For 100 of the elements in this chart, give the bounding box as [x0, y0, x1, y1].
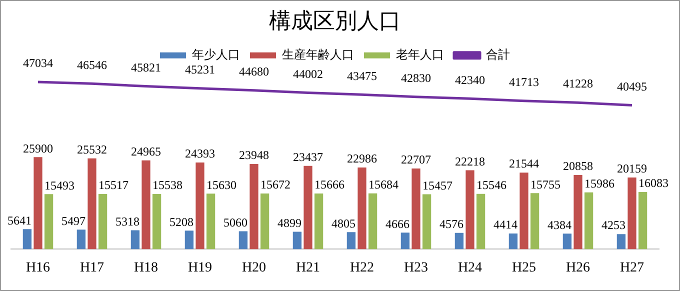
data-label: 15986: [584, 176, 614, 191]
legend-label: 生産年齢人口: [282, 48, 354, 62]
data-label: 4384: [548, 218, 572, 232]
bar: [466, 170, 474, 250]
data-label: 4576: [440, 217, 464, 232]
bar: [142, 160, 150, 250]
bar: [184, 230, 194, 250]
x-tick-label: H19: [188, 260, 212, 276]
bar: [130, 230, 140, 250]
bar: [88, 158, 96, 250]
x-tick-label: H23: [404, 260, 428, 276]
bar: [238, 231, 248, 250]
data-label: 25532: [77, 142, 107, 157]
data-label: 47034: [23, 56, 53, 70]
bar: [98, 194, 108, 250]
data-label: 43475: [347, 68, 377, 83]
data-label: 15538: [152, 178, 182, 192]
data-label: 44002: [293, 66, 323, 81]
data-label: 4414: [494, 218, 518, 232]
data-label: 4253: [602, 218, 626, 232]
bar: [44, 194, 54, 250]
data-label: 40495: [617, 79, 647, 94]
x-tick-label: H24: [458, 260, 482, 276]
x-tick-label: H21: [296, 260, 320, 276]
data-label: 15457: [422, 178, 452, 192]
x-tick-label: H27: [620, 260, 644, 276]
data-label: 42830: [401, 71, 431, 86]
data-label: 4899: [278, 216, 302, 230]
bar: [250, 164, 258, 250]
data-label: 15517: [98, 178, 128, 192]
bar: [476, 194, 486, 250]
bar: [584, 192, 594, 250]
bar: [638, 192, 648, 250]
data-label: 4666: [386, 216, 410, 231]
data-label: 5060: [224, 215, 248, 230]
data-label: 15672: [260, 178, 290, 192]
data-label: 41228: [563, 76, 593, 91]
bar: [616, 234, 626, 250]
data-label: 23437: [293, 150, 323, 164]
bar: [196, 162, 204, 250]
data-label: 23948: [239, 148, 269, 162]
data-label: 5208: [170, 214, 194, 229]
data-label: 42340: [455, 72, 485, 87]
bar: [368, 193, 378, 250]
data-label: 5497: [62, 214, 86, 228]
bar: [400, 232, 410, 250]
data-label: 20858: [563, 159, 593, 174]
data-label: 16083: [638, 176, 668, 190]
x-tick-label: H18: [134, 260, 158, 276]
x-tick-label: H22: [350, 260, 374, 276]
data-label: 24965: [131, 144, 161, 159]
data-label: 5641: [8, 213, 32, 228]
bar: [314, 193, 324, 250]
data-label: 44680: [239, 64, 269, 78]
data-label: 5318: [116, 214, 140, 228]
data-label: 22986: [347, 152, 377, 166]
bar: [574, 175, 582, 250]
bar: [22, 229, 32, 250]
bar: [34, 157, 42, 250]
chart-title: 構成区別人口: [269, 8, 401, 34]
bar: [260, 193, 270, 250]
data-label: 20159: [617, 162, 647, 176]
bar: [412, 168, 420, 250]
bar: [628, 178, 636, 250]
data-label: 45231: [185, 62, 215, 77]
bar: [358, 167, 366, 250]
data-label: 22707: [401, 152, 431, 167]
bar: [206, 194, 216, 250]
data-label: 15755: [530, 177, 560, 192]
bar: [304, 166, 312, 250]
x-tick-label: H20: [242, 260, 266, 276]
bar: [562, 234, 572, 250]
data-label: 22218: [455, 154, 485, 168]
data-label: 15666: [314, 178, 344, 192]
x-tick-label: H26: [566, 260, 590, 276]
data-label: 15684: [368, 178, 398, 192]
bar: [530, 193, 540, 250]
data-label: 24393: [185, 146, 215, 161]
data-label: 41713: [509, 75, 539, 90]
data-label: 21544: [509, 156, 539, 171]
data-label: 15546: [476, 178, 506, 192]
bar: [346, 232, 356, 250]
x-tick-label: H17: [80, 260, 104, 276]
bar: [76, 230, 86, 250]
data-label: 4805: [332, 216, 356, 230]
bar: [152, 194, 162, 250]
data-label: 45821: [131, 60, 161, 74]
data-label: 46546: [77, 58, 107, 72]
bar: [520, 172, 528, 250]
bar: [454, 232, 464, 250]
bar: [508, 234, 518, 250]
legend-label: 年少人口: [192, 48, 240, 62]
legend-label: 老年人口: [396, 48, 444, 62]
x-tick-label: H16: [26, 260, 50, 276]
data-label: 25900: [23, 141, 53, 156]
data-label: 15493: [44, 178, 74, 192]
bar: [422, 194, 432, 250]
data-label: 15630: [206, 178, 236, 192]
legend-label: 合計: [486, 48, 510, 62]
x-tick-label: H25: [512, 260, 536, 276]
